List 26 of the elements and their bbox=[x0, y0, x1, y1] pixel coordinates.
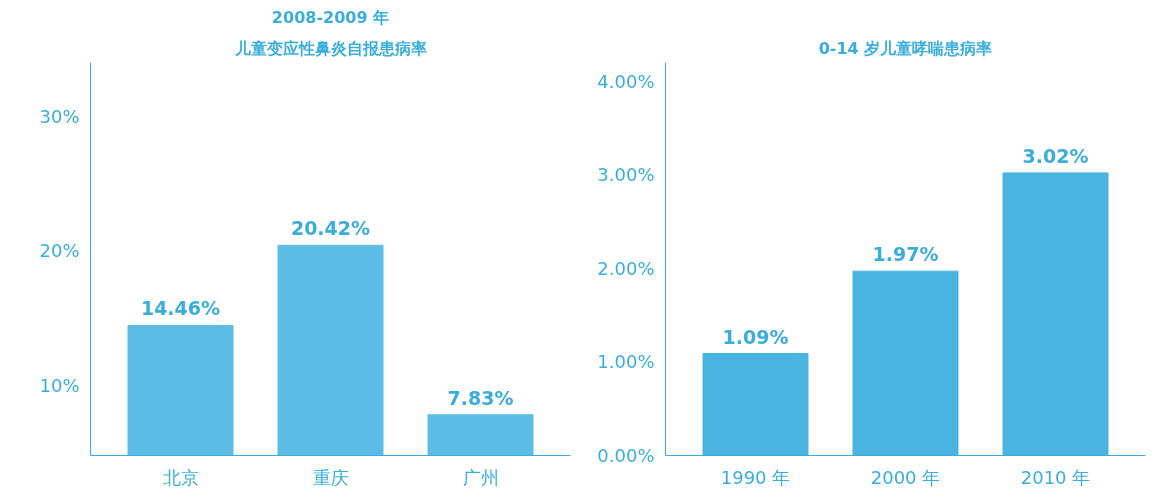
data-label: 20.42% bbox=[290, 217, 371, 240]
data-label: 1.09% bbox=[722, 325, 789, 348]
y-tick-label: 4.00% bbox=[597, 70, 655, 92]
chart-title: 2008-2009 年 bbox=[271, 7, 390, 27]
bar bbox=[702, 353, 809, 456]
x-tick-label: 重庆 bbox=[312, 466, 349, 488]
x-tick-label: 北京 bbox=[162, 466, 199, 488]
x-tick-label: 广州 bbox=[462, 466, 499, 488]
data-label: 3.02% bbox=[1022, 144, 1089, 167]
chart-title: 0-14 岁儿童哮喘患病率 bbox=[818, 38, 993, 58]
data-label: 7.83% bbox=[447, 386, 514, 409]
y-tick-label: 30% bbox=[39, 105, 80, 127]
bar bbox=[852, 270, 959, 456]
chart-subtitle: 儿童变应性鼻炎自报患病率 bbox=[233, 38, 427, 58]
x-tick-label: 2000 年 bbox=[870, 466, 941, 488]
data-label: 1.97% bbox=[872, 243, 939, 266]
y-tick-label: 0.00% bbox=[597, 445, 655, 466]
x-tick-label: 2010 年 bbox=[1020, 466, 1091, 488]
y-tick-label: 20% bbox=[39, 240, 80, 262]
x-tick-label: 1990 年 bbox=[720, 466, 791, 488]
y-tick-label: 10% bbox=[39, 375, 80, 397]
data-label: 14.46% bbox=[140, 297, 221, 320]
y-tick-label: 2.00% bbox=[597, 257, 655, 279]
y-tick-label: 3.00% bbox=[597, 164, 655, 186]
y-tick-label: 1.00% bbox=[597, 351, 655, 373]
bar bbox=[1002, 172, 1109, 456]
